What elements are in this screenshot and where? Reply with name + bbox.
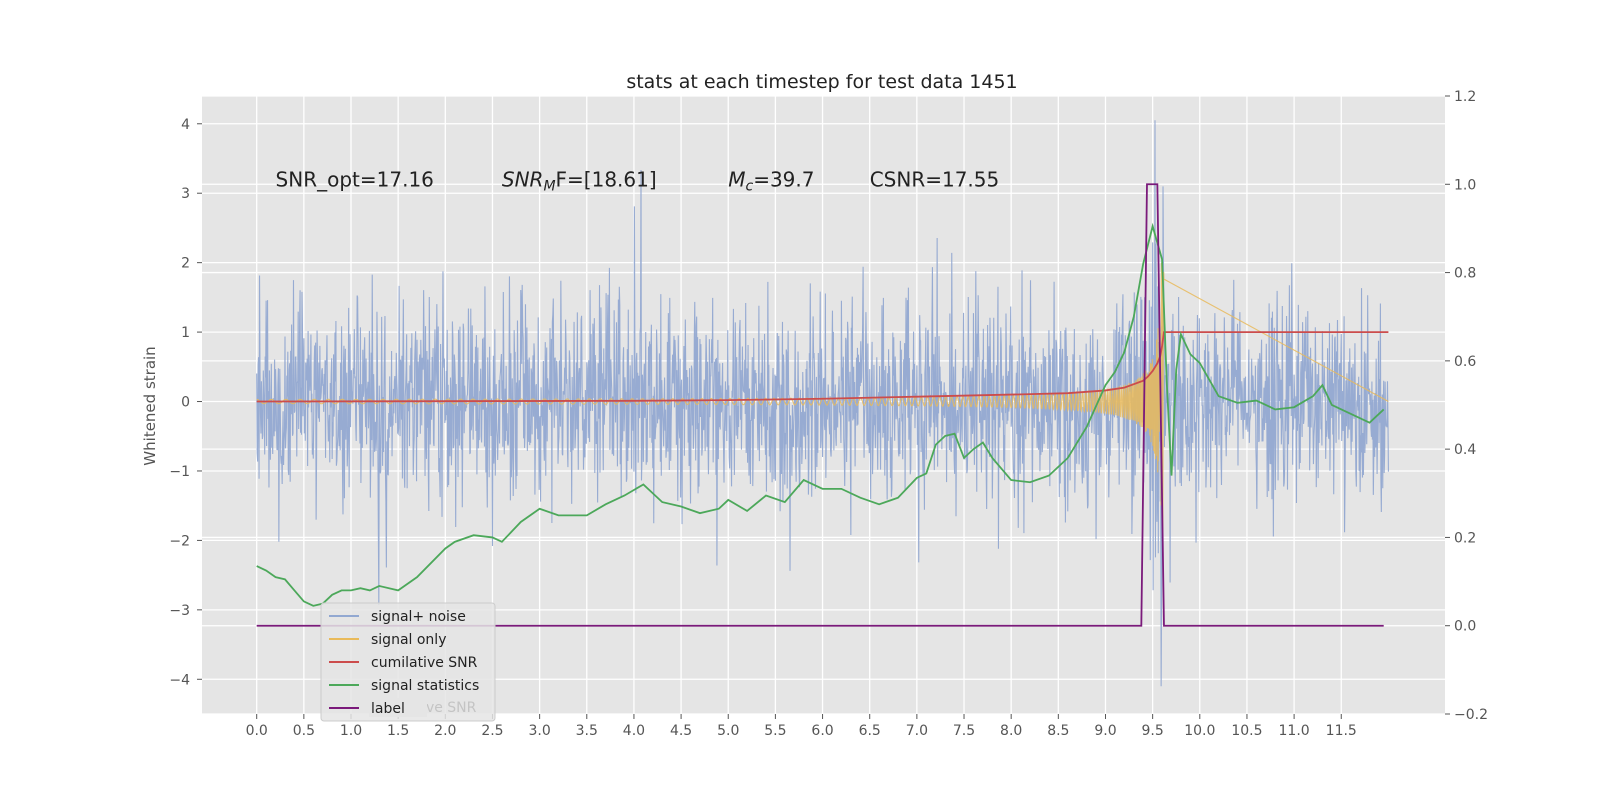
series-signal-noise bbox=[256, 120, 1389, 687]
series-cumilative-snr bbox=[256, 331, 1389, 403]
chart-title: stats at each timestep for test data 145… bbox=[626, 71, 1017, 93]
y-axis-label: Whitened strain bbox=[141, 346, 159, 465]
y-tick-label: 4 bbox=[181, 117, 190, 133]
x-tick-label: 8.0 bbox=[1000, 723, 1022, 739]
y-tick-label: −4 bbox=[169, 672, 190, 688]
x-tick-label: 9.5 bbox=[1142, 723, 1164, 739]
legend-item: label bbox=[329, 698, 427, 717]
y2-tick-label: 0.4 bbox=[1454, 442, 1476, 458]
y2-tick-label: 0.6 bbox=[1454, 354, 1476, 370]
x-tick-label: 2.5 bbox=[481, 723, 503, 739]
annotation-post: =39.7 bbox=[753, 167, 814, 191]
legend-item: signal only bbox=[329, 632, 446, 648]
x-tick-label: 7.0 bbox=[906, 723, 928, 739]
y2-tick-label: 0.0 bbox=[1454, 619, 1476, 635]
x-tick-label: 11.0 bbox=[1279, 723, 1310, 739]
y2-tick-label: 1.0 bbox=[1454, 177, 1476, 193]
series-line bbox=[256, 120, 1389, 687]
legend-label: cumilative SNR bbox=[371, 655, 478, 671]
legend-item: cumilative SNR bbox=[329, 655, 478, 671]
legend-item: signal+ noise bbox=[329, 609, 466, 625]
y-tick-label: −2 bbox=[169, 533, 190, 549]
legend-label: label bbox=[371, 701, 405, 717]
annotation-sym: SNR bbox=[502, 167, 544, 191]
x-tick-label: 4.0 bbox=[623, 723, 645, 739]
x-tick-label: 7.5 bbox=[953, 723, 975, 739]
y2-tick-label: −0.2 bbox=[1454, 707, 1488, 723]
y-tick-label: −1 bbox=[169, 464, 190, 480]
x-tick-label: 2.0 bbox=[434, 723, 456, 739]
legend-label: signal statistics bbox=[371, 678, 479, 694]
y2-tick-label: 0.2 bbox=[1454, 530, 1476, 546]
x-tick-label: 3.5 bbox=[576, 723, 598, 739]
x-tick-label: 9.0 bbox=[1094, 723, 1116, 739]
x-tick-label: 0.0 bbox=[246, 723, 268, 739]
annotation-sub: c bbox=[746, 178, 754, 194]
x-tick-label: 8.5 bbox=[1047, 723, 1069, 739]
y-tick-label: 0 bbox=[181, 395, 190, 411]
y2-tick-label: 1.2 bbox=[1454, 89, 1476, 105]
annotation-sym: M bbox=[728, 167, 745, 191]
x-tick-label: 6.0 bbox=[811, 723, 833, 739]
series-line bbox=[256, 331, 1389, 403]
x-tick-label: 5.0 bbox=[717, 723, 739, 739]
y-tick-label: 2 bbox=[181, 256, 190, 272]
x-tick-label: 11.5 bbox=[1326, 723, 1357, 739]
legend-frame bbox=[320, 602, 496, 722]
annotation-pre: SNR_opt=17.16 bbox=[276, 167, 434, 191]
x-tick-label: 5.5 bbox=[764, 723, 786, 739]
x-tick-label: 10.5 bbox=[1231, 723, 1262, 739]
x-tick-label: 3.0 bbox=[528, 723, 550, 739]
legend-label: signal+ noise bbox=[371, 609, 466, 625]
x-tick-label: 1.5 bbox=[387, 723, 409, 739]
annotation-pre: CSNR=17.55 bbox=[870, 167, 1000, 191]
x-tick-label: 1.0 bbox=[340, 723, 362, 739]
annotation-text: SNRMF=[18.61] bbox=[502, 167, 657, 194]
legend-item: signal statistics bbox=[329, 678, 479, 694]
series-signal-only bbox=[256, 262, 1389, 532]
series-signal-statistics bbox=[256, 222, 1385, 607]
x-tick-label: 6.5 bbox=[859, 723, 881, 739]
annotation-text: SNR_opt=17.16 bbox=[276, 167, 434, 191]
x-tick-label: 4.5 bbox=[670, 723, 692, 739]
x-tick-label: 10.0 bbox=[1184, 723, 1215, 739]
series-layer bbox=[256, 120, 1389, 687]
annotation-post: F=[18.61] bbox=[556, 167, 657, 191]
legend-label-backdrop bbox=[369, 698, 427, 717]
y2-tick-label: 0.8 bbox=[1454, 266, 1476, 282]
x-tick-label: 0.5 bbox=[293, 723, 315, 739]
series-line bbox=[256, 262, 1389, 532]
y-tick-label: 3 bbox=[181, 186, 190, 202]
annotation-sub: M bbox=[543, 178, 555, 194]
series-line bbox=[256, 183, 1384, 627]
y-tick-label: 1 bbox=[181, 325, 190, 341]
annotation-text: CSNR=17.55 bbox=[870, 167, 1000, 191]
tick-layer: 0.0 0.5 1.0 1.5 2.0 2.5 3.0 3.5 4.0 4.5 5.0 5.5 6.0 6… bbox=[169, 89, 1488, 739]
legend-label: signal only bbox=[371, 632, 446, 648]
annotation-text: Mc=39.7 bbox=[728, 167, 814, 194]
annotation-layer: SNR_opt=17.16 SNRMF=[18.61] Mc=39.7 CSNR=17… bbox=[276, 167, 1000, 194]
series-label bbox=[256, 183, 1384, 627]
series-line bbox=[256, 222, 1385, 607]
y-tick-label: −3 bbox=[169, 603, 190, 619]
